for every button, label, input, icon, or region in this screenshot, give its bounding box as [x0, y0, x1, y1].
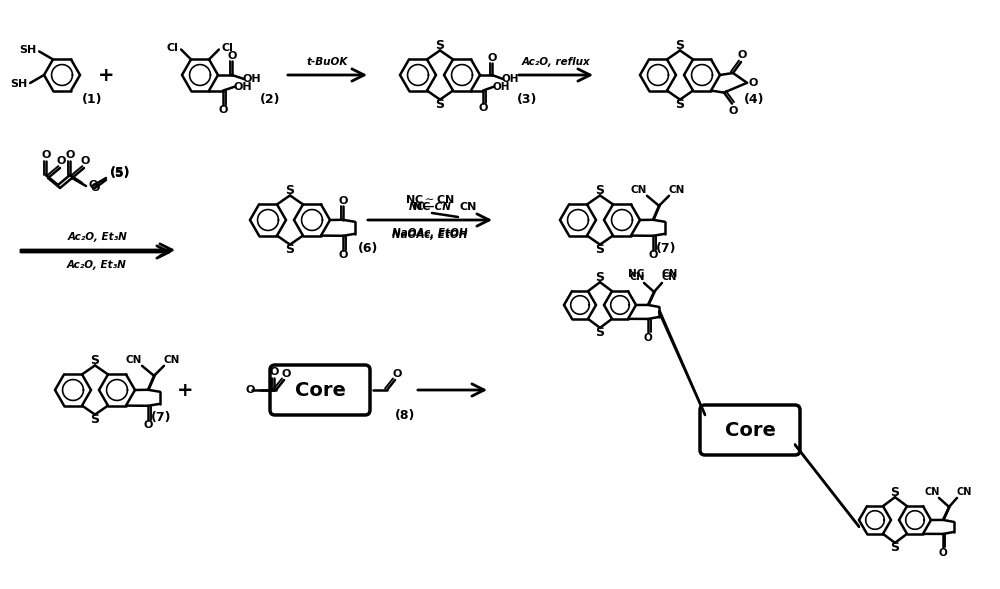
Text: O: O [338, 196, 348, 206]
Text: CN: CN [669, 185, 685, 195]
Text: O: O [748, 78, 758, 88]
Text: S: S [91, 354, 100, 367]
Text: O: O [41, 150, 51, 160]
Text: NC: NC [413, 202, 430, 212]
Text: CN: CN [629, 272, 645, 282]
Text: (4): (4) [744, 92, 765, 105]
Text: S: S [676, 98, 684, 111]
Text: Ac₂O, Et₃N: Ac₂O, Et₃N [67, 260, 126, 270]
Text: O: O [80, 156, 90, 166]
Text: NaOAc, EtOH: NaOAc, EtOH [392, 228, 468, 238]
Text: O: O [644, 333, 652, 343]
Text: S: S [890, 541, 899, 554]
Text: S: S [436, 39, 444, 52]
Text: (5): (5) [110, 166, 131, 178]
Text: O: O [338, 250, 348, 260]
Text: Cl: Cl [222, 42, 233, 52]
Text: O: O [88, 180, 97, 190]
Text: CN: CN [956, 487, 972, 497]
Text: NC: NC [628, 269, 644, 279]
Text: O: O [392, 369, 402, 379]
Text: S: S [286, 243, 295, 256]
Text: O: O [728, 105, 738, 115]
Text: O: O [487, 53, 497, 63]
Text: OH: OH [243, 74, 261, 84]
Text: SH: SH [19, 45, 37, 55]
Text: +: + [177, 380, 193, 399]
Text: S: S [91, 413, 100, 426]
FancyBboxPatch shape [700, 405, 800, 455]
Text: (5): (5) [110, 167, 131, 180]
Text: O: O [478, 102, 488, 112]
Text: S: S [676, 39, 684, 52]
Text: t-BuOK: t-BuOK [307, 57, 348, 67]
Text: OH: OH [492, 82, 510, 91]
Text: O: O [56, 156, 66, 166]
Text: O: O [737, 50, 747, 60]
Text: O: O [143, 420, 153, 430]
Text: OH: OH [501, 74, 519, 84]
Text: O: O [227, 51, 237, 61]
Text: (1): (1) [82, 92, 103, 105]
Text: O: O [648, 250, 658, 260]
Text: Core: Core [725, 421, 775, 439]
Text: Core: Core [295, 380, 345, 399]
Text: S: S [596, 270, 604, 284]
Text: Ac₂O, reflux: Ac₂O, reflux [522, 57, 590, 67]
Text: S: S [286, 184, 295, 197]
Text: NC—CN: NC—CN [409, 202, 451, 212]
Text: (2): (2) [260, 92, 281, 105]
FancyBboxPatch shape [270, 365, 370, 415]
Text: S: S [596, 326, 604, 339]
Text: Ac₂O, Et₃N: Ac₂O, Et₃N [68, 232, 128, 242]
Text: Cl: Cl [167, 42, 178, 52]
Text: CN: CN [126, 355, 142, 365]
Text: O: O [65, 150, 75, 160]
Text: CN: CN [631, 185, 647, 195]
Text: +: + [98, 65, 114, 84]
Text: S: S [890, 486, 899, 499]
Text: S: S [436, 98, 444, 111]
Text: CN: CN [662, 269, 678, 279]
Text: CN: CN [661, 272, 677, 282]
Text: (7): (7) [151, 412, 172, 425]
Text: S: S [596, 243, 604, 256]
Text: S: S [596, 184, 604, 197]
Text: OH: OH [234, 82, 252, 91]
Text: O: O [939, 548, 947, 558]
Text: O: O [246, 385, 255, 395]
Text: (3): (3) [517, 92, 537, 105]
Text: (6): (6) [358, 241, 378, 254]
Text: (7): (7) [656, 241, 676, 254]
Text: O: O [218, 105, 228, 115]
Text: O: O [281, 369, 291, 379]
Text: (8): (8) [395, 409, 415, 422]
Text: CN: CN [924, 487, 940, 497]
Text: CN: CN [164, 355, 180, 365]
Text: NC$\sim$CN: NC$\sim$CN [405, 193, 455, 205]
Text: CN: CN [460, 202, 477, 212]
Text: SH: SH [10, 79, 28, 89]
Text: NaOAc, EtOH: NaOAc, EtOH [392, 230, 468, 240]
Text: O: O [90, 183, 99, 193]
Text: O: O [269, 367, 279, 377]
